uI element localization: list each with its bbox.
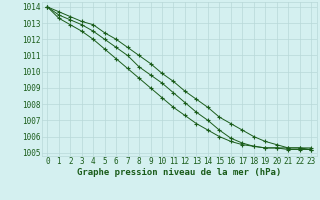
X-axis label: Graphe pression niveau de la mer (hPa): Graphe pression niveau de la mer (hPa)	[77, 168, 281, 177]
